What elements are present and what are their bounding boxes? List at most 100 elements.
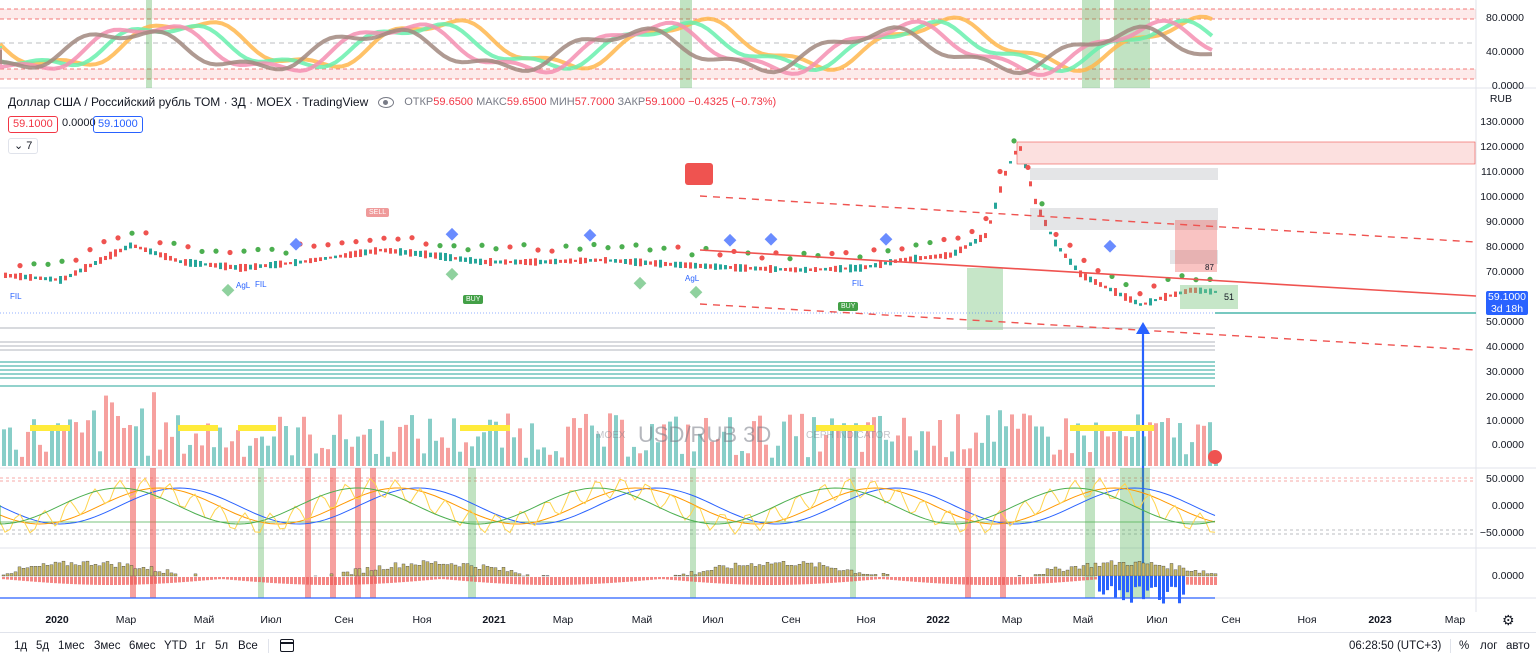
histogram-bar [10, 573, 13, 576]
gear-icon[interactable]: ⚙ [1502, 612, 1515, 629]
eye-icon[interactable] [378, 97, 394, 108]
histogram-bar [1206, 574, 1209, 576]
candle [349, 251, 352, 258]
histogram-bar [962, 577, 965, 585]
log-scale-button[interactable]: лог [1480, 640, 1497, 652]
volume-bar [872, 417, 876, 466]
histogram-bar [26, 568, 29, 576]
symbol-title[interactable]: Доллар США / Российский рубль ТОМ · 3Д ·… [8, 95, 368, 109]
histogram-bar [270, 577, 273, 583]
buy-price-box[interactable]: 59.1000 [93, 116, 143, 133]
volume-bar [932, 446, 936, 466]
candle [234, 265, 237, 270]
histogram-bar [682, 577, 685, 581]
histogram-bar [658, 577, 661, 579]
timeframe-all-button[interactable]: Все [238, 640, 258, 652]
sell-price-box[interactable]: 59.1000 [8, 116, 58, 133]
timeframe-1y-button[interactable]: 1г [195, 640, 206, 652]
histogram-bar [738, 577, 741, 584]
volume-bar [1028, 415, 1032, 466]
candle [104, 256, 107, 260]
timeframe-1m-button[interactable]: 1мес [58, 640, 84, 652]
histogram-bar [858, 573, 861, 576]
candle [479, 259, 482, 265]
percent-scale-button[interactable]: % [1459, 640, 1469, 652]
histogram-bar [646, 577, 649, 580]
histogram-bar [1070, 567, 1073, 576]
timeframe-5d-button[interactable]: 5д [36, 640, 49, 652]
histogram-bar [538, 577, 541, 585]
signal-dot [255, 247, 260, 252]
indicators-collapse-button[interactable]: ⌄ 7 [8, 138, 38, 154]
candle [909, 257, 912, 262]
histogram-bar [1130, 565, 1133, 576]
candle [74, 270, 77, 275]
candle [514, 259, 517, 264]
histogram-bar [94, 577, 97, 585]
histogram-bar [754, 577, 757, 585]
signal-dot [1039, 201, 1044, 206]
histogram-bar [1110, 576, 1113, 586]
timeframe-1d-button[interactable]: 1д [14, 640, 27, 652]
candle [679, 262, 682, 268]
candle [509, 261, 512, 263]
histogram-bar [1190, 571, 1193, 576]
volume-bar [332, 435, 336, 466]
histogram-bar [366, 577, 369, 584]
candle [324, 257, 327, 260]
histogram-bar [390, 577, 393, 583]
volume-bar [440, 437, 444, 466]
histogram-bar [830, 568, 833, 576]
candle [319, 257, 322, 261]
histogram-bar [718, 577, 721, 583]
clock-timezone[interactable]: 06:28:50 (UTC+3) [1349, 640, 1441, 652]
histogram-bar [14, 577, 17, 580]
candle [449, 254, 452, 261]
timeframe-5y-button[interactable]: 5л [215, 640, 228, 652]
histogram-bar [774, 563, 777, 576]
histogram-bar [358, 577, 361, 585]
volume-bar [98, 451, 102, 466]
histogram-bar [298, 577, 301, 584]
candle [24, 275, 27, 279]
signal-dot [591, 242, 596, 247]
price-axis-label: 90.0000 [1464, 216, 1524, 228]
histogram-bar [1098, 566, 1101, 576]
histogram-bar [154, 577, 157, 584]
diamond-marker [765, 233, 778, 246]
candle [389, 248, 392, 254]
candle [709, 264, 712, 268]
volume-bar [446, 448, 450, 466]
histogram-bar [1214, 577, 1217, 585]
chart-area[interactable] [0, 0, 1536, 612]
histogram-bar [590, 577, 593, 584]
histogram-bar [1198, 577, 1201, 585]
signal-zone [680, 0, 692, 88]
signal-dot [45, 262, 50, 267]
currency-label[interactable]: RUB [1490, 93, 1512, 105]
histogram-bar [790, 577, 793, 585]
histogram-bar [942, 577, 945, 584]
histogram-bar [1026, 577, 1029, 584]
timeframe-6m-button[interactable]: 6мес [129, 640, 155, 652]
timeframe-ytd-button[interactable]: YTD [164, 640, 187, 652]
histogram-bar [382, 577, 385, 583]
volume-bar [476, 436, 480, 466]
histogram-bar [354, 577, 357, 585]
histogram-bar [806, 563, 809, 576]
osc-axis-label: −50.0000 [1464, 527, 1524, 539]
candle [759, 267, 762, 270]
histogram-bar [562, 577, 565, 585]
candle [454, 257, 457, 259]
histogram-bar [306, 577, 309, 585]
calendar-goto-icon[interactable] [280, 639, 294, 652]
volume-bar [452, 418, 456, 466]
price-axis-label: 120.0000 [1464, 141, 1524, 153]
timeframe-3m-button[interactable]: 3мес [94, 640, 120, 652]
candle [654, 260, 657, 266]
histogram-bar [966, 577, 969, 585]
auto-scale-button[interactable]: авто [1506, 640, 1530, 652]
bottom-toolbar: 1д 5д 1мес 3мес 6мес YTD 1г 5л Все 06:28… [0, 632, 1536, 661]
histogram-bar [522, 577, 525, 585]
